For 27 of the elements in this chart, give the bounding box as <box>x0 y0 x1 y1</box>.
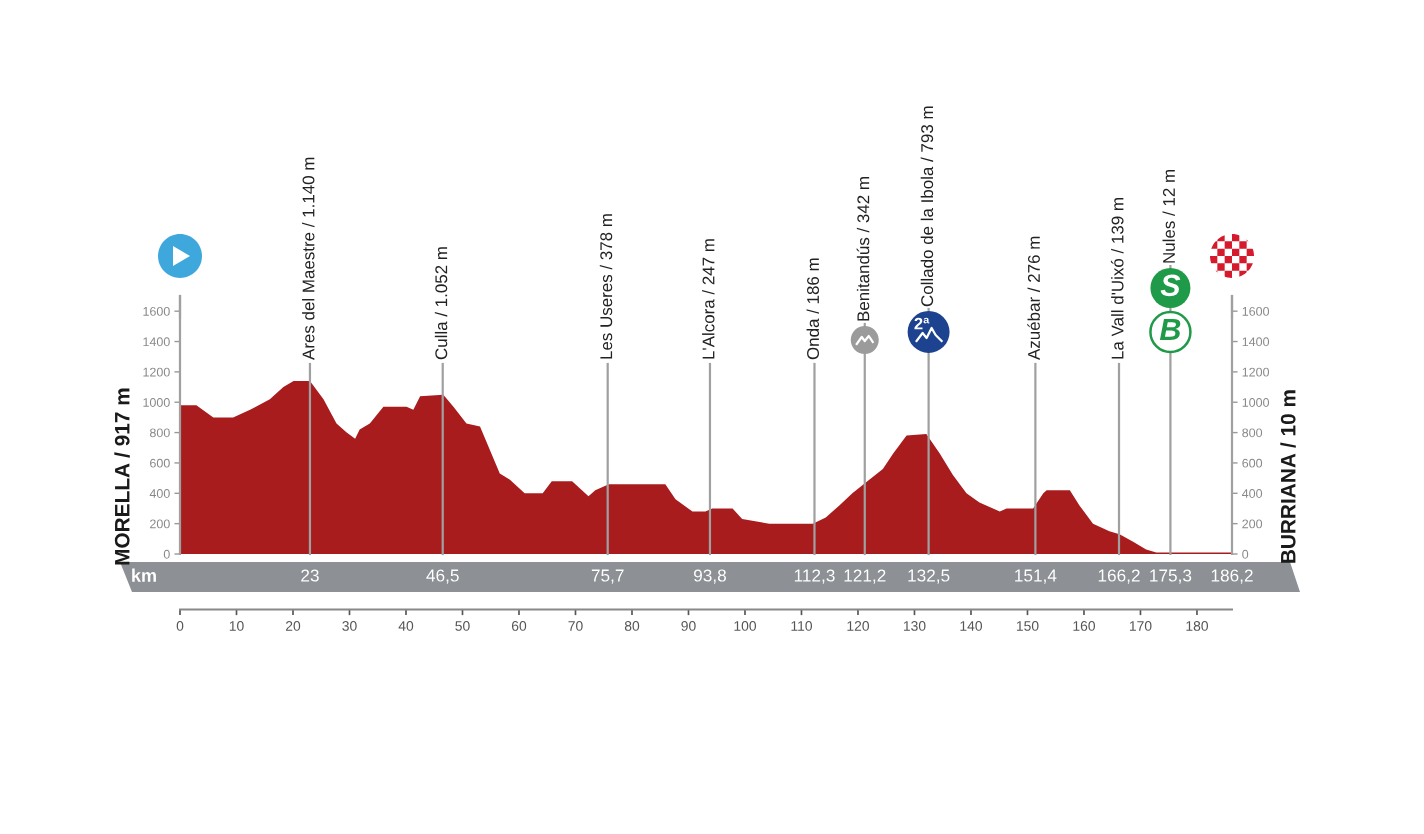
annotation: S <box>1160 274 1181 297</box>
ref-line-label: Azuébar / 276 m <box>1027 236 1040 360</box>
text: 75,7 <box>591 569 624 584</box>
text: 46,5 <box>426 569 459 584</box>
text: 93,8 <box>694 569 726 584</box>
text: 151,4 <box>1015 569 1057 584</box>
ref-line-label: Les Useres / 378 m <box>599 214 613 359</box>
ref-line-label: L'Alcora / 247 m <box>702 239 715 359</box>
text: 166,2 <box>1098 569 1140 584</box>
annotation: B <box>1159 318 1181 340</box>
text: 132,5 <box>908 569 950 584</box>
text: 112,3 <box>794 569 835 584</box>
text: 23 <box>301 569 319 582</box>
ref-line-label: Nules / 12 m <box>1162 170 1175 263</box>
y-axis-title: MORELLA / 917 m <box>114 388 130 565</box>
text: 121,2 <box>844 569 886 584</box>
ref-line-label: La Vall d'Uixó / 139 m <box>1110 198 1124 359</box>
text: km <box>132 568 156 582</box>
ref-line-label: Culla / 1.052 m <box>434 247 448 360</box>
text: 175,3 <box>1150 569 1192 584</box>
ref-line-label: Onda / 186 m <box>806 258 820 360</box>
ref-line-label: Ares del Maestre / 1.140 m <box>302 157 315 360</box>
ref-line-label: Collado de la Ibola / 793 m <box>920 106 934 307</box>
y2-axis-title: BURRIANA / 10 m <box>1280 390 1296 563</box>
ref-line-label: Benitandús / 342 m <box>856 177 870 321</box>
annotation: 2ª <box>914 317 930 330</box>
text: 186,2 <box>1211 569 1253 584</box>
